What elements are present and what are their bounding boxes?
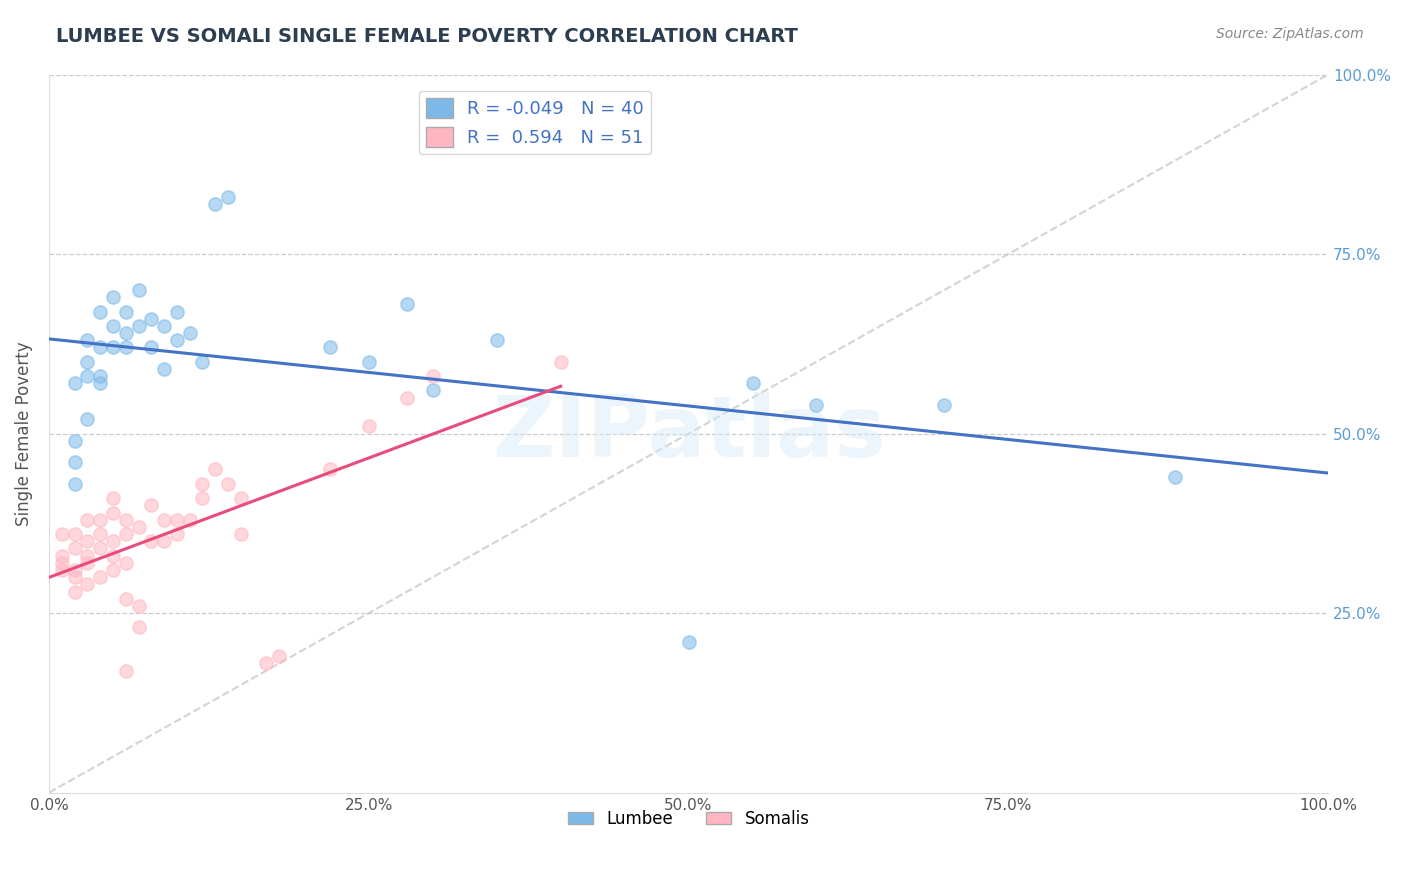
Point [89,570,111,584]
Point [128,599,150,613]
Text: Source: ZipAtlas.com: Source: ZipAtlas.com [1216,27,1364,41]
Point [128,318,150,333]
Point [101,506,124,520]
Point [101,318,124,333]
Point [396,391,419,405]
Point [191,355,214,369]
Point [63,376,86,391]
Point [89,376,111,391]
Point [204,462,226,476]
Point [114,556,136,570]
Point [63,570,86,584]
Point [153,362,176,376]
Point [63,527,86,541]
Point [76,355,98,369]
Point [63,563,86,577]
Point [76,549,98,563]
Point [63,434,86,448]
Y-axis label: Single Female Poverty: Single Female Poverty [15,342,32,526]
Point [114,326,136,340]
Point [76,556,98,570]
Point [166,513,188,527]
Point [204,196,226,211]
Point [114,340,136,354]
Point [51,549,73,563]
Point [217,189,239,203]
Point [934,398,956,412]
Point [76,513,98,527]
Legend: Lumbee, Somalis: Lumbee, Somalis [561,804,815,835]
Point [357,419,380,434]
Point [128,620,150,634]
Point [357,355,380,369]
Point [319,462,342,476]
Point [76,412,98,426]
Point [114,513,136,527]
Point [141,311,163,326]
Point [63,584,86,599]
Point [485,333,508,347]
Point [153,513,176,527]
Point [141,499,163,513]
Point [101,290,124,304]
Point [76,577,98,591]
Point [319,340,342,354]
Point [63,455,86,469]
Point [128,283,150,297]
Text: ZIPatlas: ZIPatlas [492,392,886,475]
Point [179,326,201,340]
Point [166,333,188,347]
Point [422,369,444,384]
Point [63,476,86,491]
Point [101,340,124,354]
Point [269,649,291,664]
Point [89,304,111,318]
Point [229,491,252,506]
Point [153,534,176,549]
Point [422,384,444,398]
Point [191,476,214,491]
Point [76,333,98,347]
Point [254,657,277,671]
Point [101,563,124,577]
Point [89,541,111,556]
Point [76,534,98,549]
Point [89,369,111,384]
Point [128,520,150,534]
Point [229,527,252,541]
Point [166,304,188,318]
Point [89,340,111,354]
Point [153,318,176,333]
Point [114,527,136,541]
Point [89,527,111,541]
Point [191,491,214,506]
Point [141,340,163,354]
Point [806,398,828,412]
Point [141,534,163,549]
Point [89,513,111,527]
Point [101,549,124,563]
Point [396,297,419,311]
Point [166,527,188,541]
Point [678,635,700,649]
Point [101,534,124,549]
Text: LUMBEE VS SOMALI SINGLE FEMALE POVERTY CORRELATION CHART: LUMBEE VS SOMALI SINGLE FEMALE POVERTY C… [56,27,799,45]
Point [63,541,86,556]
Point [550,355,572,369]
Point [51,527,73,541]
Point [114,664,136,678]
Point [741,376,763,391]
Point [1163,469,1185,483]
Point [51,563,73,577]
Point [51,556,73,570]
Point [217,476,239,491]
Point [179,513,201,527]
Point [101,491,124,506]
Point [76,369,98,384]
Point [114,304,136,318]
Point [114,591,136,606]
